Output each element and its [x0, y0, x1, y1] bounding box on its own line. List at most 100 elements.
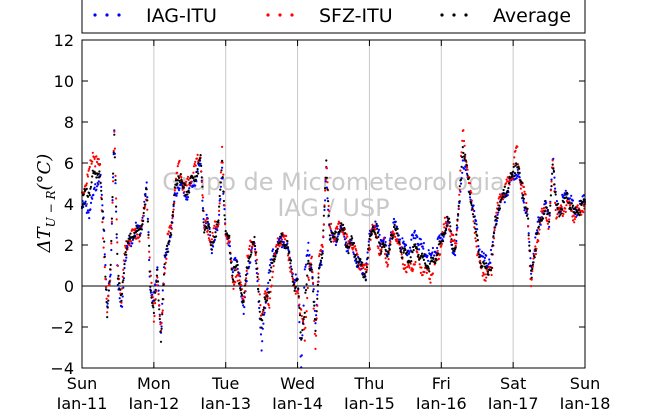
data-point [170, 233, 173, 236]
y-tick-label: −2 [50, 318, 74, 337]
data-point [510, 175, 513, 178]
data-point [346, 249, 349, 252]
data-point [359, 268, 362, 271]
data-point [555, 200, 559, 203]
data-point [94, 165, 97, 168]
data-point [489, 261, 492, 264]
data-point [157, 293, 160, 296]
data-point [219, 185, 222, 188]
x-tick-label-day: Sun [570, 374, 600, 393]
data-point [404, 244, 408, 247]
data-point [154, 288, 157, 291]
series-iag-itu [80, 129, 587, 369]
data-point [422, 255, 425, 258]
data-point [179, 181, 182, 184]
data-point [303, 316, 306, 319]
data-point [486, 270, 490, 273]
data-point [493, 229, 496, 232]
data-point [402, 240, 405, 243]
data-point [523, 209, 526, 212]
data-point [387, 258, 390, 261]
data-point [147, 231, 150, 234]
data-point [255, 262, 258, 265]
data-point [92, 156, 96, 159]
data-point [258, 310, 261, 313]
data-point [349, 238, 352, 241]
data-point [573, 207, 576, 211]
data-point [363, 263, 366, 266]
data-point [218, 205, 221, 208]
data-point [286, 240, 289, 243]
data-point [92, 193, 95, 196]
data-point [121, 305, 124, 308]
data-point [168, 240, 171, 243]
data-point [470, 191, 473, 194]
data-point [316, 283, 319, 286]
data-point [258, 293, 261, 296]
data-point [97, 172, 100, 175]
data-point [470, 202, 473, 205]
data-point [455, 224, 458, 227]
data-point [503, 192, 506, 195]
data-point [115, 210, 118, 213]
data-point [392, 225, 396, 229]
data-point [471, 213, 475, 216]
data-point [344, 243, 347, 246]
data-point [85, 184, 88, 187]
data-point [328, 234, 331, 237]
data-point [557, 202, 560, 205]
data-point [238, 282, 241, 285]
data-point [562, 201, 566, 204]
data-point [316, 293, 319, 296]
data-point [312, 300, 315, 303]
data-point [474, 237, 477, 240]
data-point [248, 244, 251, 248]
data-point [215, 235, 218, 238]
data-point [104, 277, 107, 281]
data-point [102, 228, 105, 231]
data-point [127, 242, 130, 245]
data-point [435, 259, 438, 262]
data-point [313, 309, 316, 312]
data-point [466, 174, 469, 177]
data-point [482, 252, 485, 255]
data-point [262, 322, 265, 325]
data-point [170, 227, 173, 230]
data-point [103, 240, 106, 243]
data-point [261, 310, 264, 313]
data-point [519, 187, 523, 190]
data-point [555, 216, 559, 219]
data-point [345, 237, 348, 240]
data-point [155, 284, 158, 287]
data-point [298, 314, 302, 317]
data-point [242, 312, 245, 315]
data-point [540, 219, 544, 222]
data-point [536, 231, 539, 234]
data-point [183, 190, 186, 193]
data-point [222, 190, 225, 193]
data-point [562, 212, 565, 216]
data-point [386, 255, 389, 258]
data-point [526, 207, 529, 210]
data-point [256, 280, 259, 283]
data-point [539, 216, 542, 219]
data-point [445, 224, 448, 227]
data-point [368, 237, 371, 241]
data-point [91, 160, 94, 163]
data-point [305, 283, 308, 286]
data-point [391, 236, 394, 239]
legend-marker [452, 13, 456, 17]
data-point [449, 225, 452, 228]
data-point [216, 229, 219, 232]
data-point [452, 249, 455, 253]
data-point [329, 227, 332, 230]
data-point [103, 266, 106, 269]
data-point [396, 227, 399, 230]
data-point [419, 238, 422, 241]
data-point [280, 246, 284, 249]
data-point [536, 229, 539, 232]
data-point [273, 258, 276, 261]
data-point [481, 265, 484, 268]
data-point [312, 307, 315, 310]
